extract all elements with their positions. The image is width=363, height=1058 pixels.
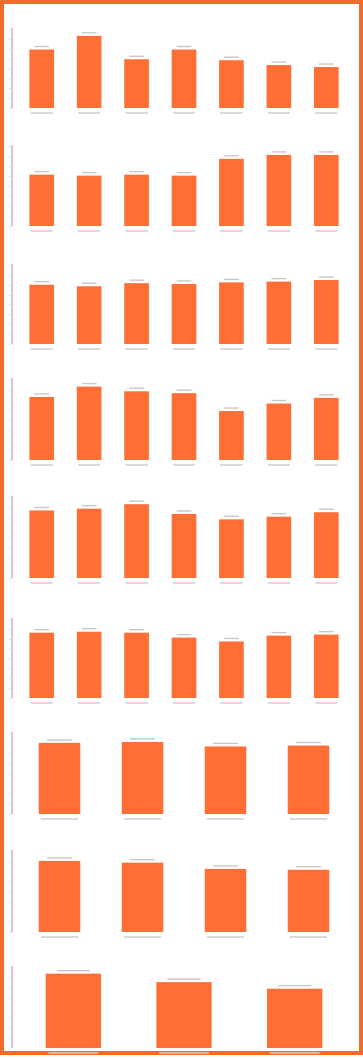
bar [124, 391, 149, 460]
bar [287, 745, 330, 814]
bar [171, 175, 197, 226]
bar [313, 67, 339, 108]
bar [76, 286, 102, 344]
bar [219, 60, 244, 108]
bar [219, 158, 244, 226]
chart-9 [9, 966, 323, 1054]
bar [266, 516, 292, 578]
bar [156, 982, 212, 1048]
bar [76, 35, 102, 108]
bar [76, 175, 102, 226]
chart-8 [9, 850, 330, 938]
bar [38, 742, 81, 814]
bar [266, 65, 292, 108]
chart-7 [9, 732, 330, 820]
bar [313, 280, 339, 344]
bar [29, 396, 55, 460]
bar [29, 284, 55, 344]
bar [313, 634, 339, 698]
bar [219, 282, 244, 344]
bar [124, 59, 149, 108]
chart-4 [9, 378, 339, 466]
bar [287, 869, 330, 932]
bar [45, 973, 101, 1048]
chart-2 [9, 145, 339, 232]
bar [267, 988, 323, 1048]
bar [124, 504, 149, 578]
chart-5 [9, 496, 339, 584]
chart-3 [9, 264, 339, 350]
bar [266, 281, 292, 344]
bar [124, 632, 149, 698]
bar [121, 862, 164, 932]
bar [29, 510, 55, 578]
bar [204, 868, 247, 932]
bar [171, 637, 197, 698]
bar [219, 641, 244, 698]
bar [266, 635, 292, 698]
chart-1 [9, 28, 339, 114]
bar [219, 519, 244, 578]
bar [124, 174, 149, 226]
bar [38, 860, 81, 932]
bar [76, 508, 102, 578]
bar [266, 154, 292, 226]
bar [124, 283, 149, 344]
bar [219, 411, 244, 460]
bar [121, 742, 164, 814]
bar [313, 154, 339, 226]
bar [29, 174, 55, 226]
chart-stack [4, 4, 359, 1054]
chart-6 [9, 618, 339, 704]
bar [204, 746, 247, 814]
bar [171, 49, 197, 108]
bar [171, 514, 197, 578]
bar [29, 49, 55, 108]
bar [171, 283, 197, 344]
bar [266, 403, 292, 460]
bar [313, 512, 339, 578]
bar [76, 386, 102, 460]
bar [171, 393, 197, 460]
bar [29, 632, 55, 698]
bar [313, 397, 339, 460]
bar [76, 631, 102, 698]
